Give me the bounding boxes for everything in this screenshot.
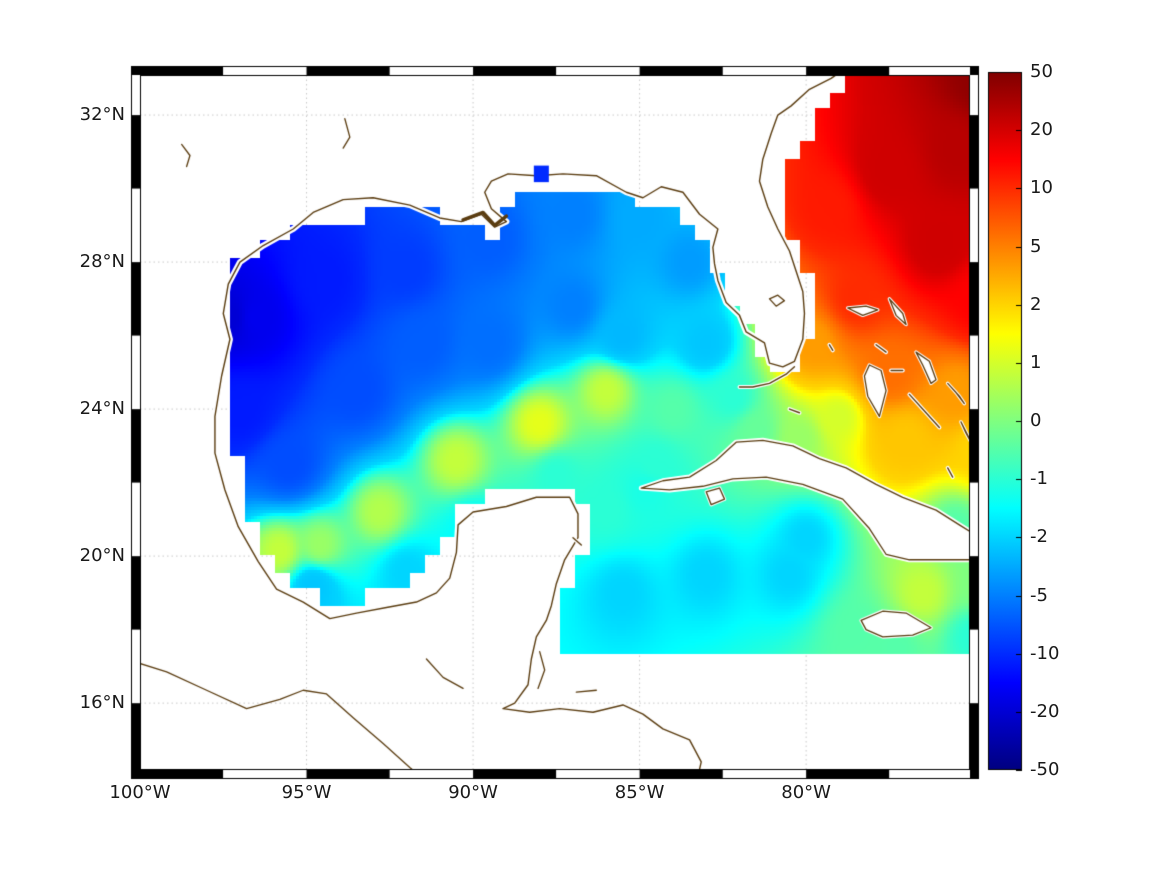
colorbar-tick-label: 1 — [1030, 351, 1042, 373]
colorbar-tick-label: -10 — [1030, 642, 1060, 664]
colorbar-tick-label: -5 — [1030, 584, 1048, 606]
lat-tick-label: 24°N — [79, 398, 125, 420]
colorbar-tick-label: 50 — [1030, 61, 1053, 82]
colorbar-tick-label: -2 — [1030, 526, 1048, 548]
colorbar-tick-label: -50 — [1030, 759, 1060, 780]
colorbar-tick-label: -20 — [1030, 700, 1060, 722]
colorbar-tick-label: 10 — [1030, 177, 1053, 199]
lon-tick-label: 80°W — [781, 782, 831, 803]
lon-tick-label: 85°W — [614, 782, 665, 803]
lat-tick-label: 20°N — [79, 545, 125, 567]
lon-tick-label: 95°W — [281, 782, 332, 803]
lon-tick-label: 100°W — [109, 782, 171, 803]
colorbar-tick-label: 20 — [1030, 119, 1053, 141]
colorbar-tick-label: 0 — [1030, 410, 1042, 431]
colorbar-tick-label: 2 — [1030, 293, 1042, 315]
colorbar-tick-label: -1 — [1030, 468, 1048, 490]
lon-tick-label: 90°W — [448, 782, 498, 803]
colorbar-tick-label: 5 — [1030, 235, 1042, 257]
lat-tick-label: 32°N — [79, 104, 125, 126]
lat-tick-label: 16°N — [79, 692, 125, 714]
lat-tick-label: 28°N — [79, 251, 125, 273]
